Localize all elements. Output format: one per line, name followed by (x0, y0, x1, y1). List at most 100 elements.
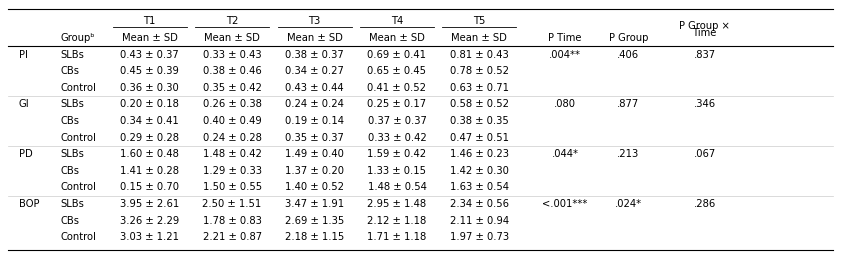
Text: 0.65 ± 0.45: 0.65 ± 0.45 (368, 66, 426, 76)
Text: SLBs: SLBs (61, 199, 84, 209)
Text: PI: PI (19, 50, 28, 60)
Text: 2.95 ± 1.48: 2.95 ± 1.48 (368, 199, 426, 209)
Text: .406: .406 (617, 50, 639, 60)
Text: 0.38 ± 0.46: 0.38 ± 0.46 (203, 66, 262, 76)
Text: 1.71 ± 1.18: 1.71 ± 1.18 (368, 232, 426, 242)
Text: 0.47 ± 0.51: 0.47 ± 0.51 (450, 133, 509, 143)
Text: 0.25 ± 0.17: 0.25 ± 0.17 (368, 99, 426, 109)
Text: .286: .286 (694, 199, 716, 209)
Text: Control: Control (61, 182, 97, 192)
Text: 0.35 ± 0.42: 0.35 ± 0.42 (203, 83, 262, 93)
Text: 1.48 ± 0.42: 1.48 ± 0.42 (203, 149, 262, 159)
Text: 1.42 ± 0.30: 1.42 ± 0.30 (450, 166, 509, 176)
Text: Mean ± SD: Mean ± SD (369, 33, 425, 43)
Text: 0.81 ± 0.43: 0.81 ± 0.43 (450, 50, 509, 60)
Text: .877: .877 (617, 99, 639, 109)
Text: 0.63 ± 0.71: 0.63 ± 0.71 (450, 83, 509, 93)
Text: 0.19 ± 0.14: 0.19 ± 0.14 (285, 116, 344, 126)
Text: 1.78 ± 0.83: 1.78 ± 0.83 (203, 216, 262, 226)
Text: 3.26 ± 2.29: 3.26 ± 2.29 (120, 216, 179, 226)
Text: PD: PD (19, 149, 32, 159)
Text: .067: .067 (694, 149, 716, 159)
Text: 0.24 ± 0.24: 0.24 ± 0.24 (285, 99, 344, 109)
Text: .024*: .024* (615, 199, 642, 209)
Text: 0.34 ± 0.41: 0.34 ± 0.41 (120, 116, 179, 126)
Text: 0.36 ± 0.30: 0.36 ± 0.30 (120, 83, 179, 93)
Text: 1.50 ± 0.55: 1.50 ± 0.55 (203, 182, 262, 192)
Text: GI: GI (19, 99, 29, 109)
Text: 0.15 ± 0.70: 0.15 ± 0.70 (120, 182, 179, 192)
Text: 1.37 ± 0.20: 1.37 ± 0.20 (285, 166, 344, 176)
Text: 0.35 ± 0.37: 0.35 ± 0.37 (285, 133, 344, 143)
Text: 2.21 ± 0.87: 2.21 ± 0.87 (203, 232, 262, 242)
Text: 1.33 ± 0.15: 1.33 ± 0.15 (368, 166, 426, 176)
Text: .004**: .004** (549, 50, 581, 60)
Text: T3: T3 (309, 16, 320, 26)
Text: Control: Control (61, 232, 97, 242)
Text: SLBs: SLBs (61, 99, 84, 109)
Text: 0.34 ± 0.27: 0.34 ± 0.27 (285, 66, 344, 76)
Text: 0.40 ± 0.49: 0.40 ± 0.49 (203, 116, 262, 126)
Text: 0.43 ± 0.37: 0.43 ± 0.37 (120, 50, 179, 60)
Text: Groupᵇ: Groupᵇ (61, 33, 95, 43)
Text: 0.43 ± 0.44: 0.43 ± 0.44 (285, 83, 344, 93)
Text: 1.48 ± 0.54: 1.48 ± 0.54 (368, 182, 426, 192)
Text: T4: T4 (391, 16, 403, 26)
Text: 1.46 ± 0.23: 1.46 ± 0.23 (450, 149, 509, 159)
Text: BOP: BOP (19, 199, 39, 209)
Text: 3.47 ± 1.91: 3.47 ± 1.91 (285, 199, 344, 209)
Text: 0.37 ± 0.37: 0.37 ± 0.37 (368, 116, 426, 126)
Text: .837: .837 (694, 50, 716, 60)
Text: P Group: P Group (609, 33, 648, 43)
Text: 1.41 ± 0.28: 1.41 ± 0.28 (120, 166, 179, 176)
Text: .213: .213 (617, 149, 639, 159)
Text: 3.03 ± 1.21: 3.03 ± 1.21 (120, 232, 179, 242)
Text: 1.29 ± 0.33: 1.29 ± 0.33 (203, 166, 262, 176)
Text: 0.41 ± 0.52: 0.41 ± 0.52 (368, 83, 426, 93)
Text: 0.20 ± 0.18: 0.20 ± 0.18 (120, 99, 179, 109)
Text: 1.40 ± 0.52: 1.40 ± 0.52 (285, 182, 344, 192)
Text: 0.58 ± 0.52: 0.58 ± 0.52 (450, 99, 509, 109)
Text: T2: T2 (226, 16, 238, 26)
Text: 1.49 ± 0.40: 1.49 ± 0.40 (285, 149, 344, 159)
Text: 1.63 ± 0.54: 1.63 ± 0.54 (450, 182, 509, 192)
Text: .080: .080 (554, 99, 576, 109)
Text: Control: Control (61, 133, 97, 143)
Text: CBs: CBs (61, 216, 80, 226)
Text: <.001***: <.001*** (542, 199, 588, 209)
Text: Mean ± SD: Mean ± SD (122, 33, 177, 43)
Text: CBs: CBs (61, 166, 80, 176)
Text: Control: Control (61, 83, 97, 93)
Text: SLBs: SLBs (61, 50, 84, 60)
Text: Mean ± SD: Mean ± SD (287, 33, 342, 43)
Text: 1.97 ± 0.73: 1.97 ± 0.73 (450, 232, 509, 242)
Text: 0.33 ± 0.42: 0.33 ± 0.42 (368, 133, 426, 143)
Text: T1: T1 (144, 16, 156, 26)
Text: Mean ± SD: Mean ± SD (204, 33, 260, 43)
Text: T5: T5 (473, 16, 485, 26)
Text: 0.29 ± 0.28: 0.29 ± 0.28 (120, 133, 179, 143)
Text: SLBs: SLBs (61, 149, 84, 159)
Text: 2.18 ± 1.15: 2.18 ± 1.15 (285, 232, 344, 242)
Text: CBs: CBs (61, 116, 80, 126)
Text: CBs: CBs (61, 66, 80, 76)
Text: Mean ± SD: Mean ± SD (452, 33, 507, 43)
Text: 2.12 ± 1.18: 2.12 ± 1.18 (368, 216, 426, 226)
Text: 0.33 ± 0.43: 0.33 ± 0.43 (203, 50, 262, 60)
Text: 2.34 ± 0.56: 2.34 ± 0.56 (450, 199, 509, 209)
Text: 0.78 ± 0.52: 0.78 ± 0.52 (450, 66, 509, 76)
Text: 2.50 ± 1.51: 2.50 ± 1.51 (203, 199, 262, 209)
Text: .346: .346 (694, 99, 716, 109)
Text: 0.45 ± 0.39: 0.45 ± 0.39 (120, 66, 179, 76)
Text: P Group ×: P Group × (680, 21, 730, 31)
Text: 0.38 ± 0.35: 0.38 ± 0.35 (450, 116, 509, 126)
Text: 0.69 ± 0.41: 0.69 ± 0.41 (368, 50, 426, 60)
Text: 2.69 ± 1.35: 2.69 ± 1.35 (285, 216, 344, 226)
Text: 1.59 ± 0.42: 1.59 ± 0.42 (368, 149, 426, 159)
Text: Time: Time (693, 28, 717, 38)
Text: 0.26 ± 0.38: 0.26 ± 0.38 (203, 99, 262, 109)
Text: 2.11 ± 0.94: 2.11 ± 0.94 (450, 216, 509, 226)
Text: 3.95 ± 2.61: 3.95 ± 2.61 (120, 199, 179, 209)
Text: 0.24 ± 0.28: 0.24 ± 0.28 (203, 133, 262, 143)
Text: 1.60 ± 0.48: 1.60 ± 0.48 (120, 149, 179, 159)
